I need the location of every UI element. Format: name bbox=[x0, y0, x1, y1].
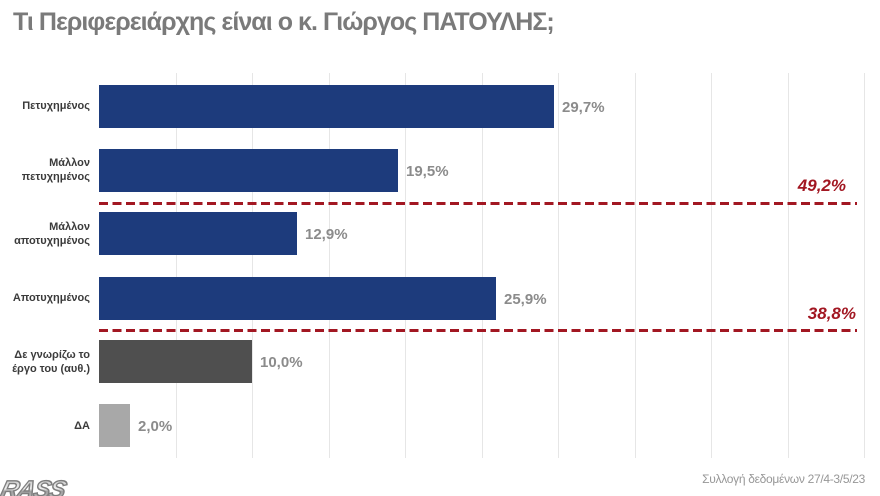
svg-text:RASS: RASS bbox=[0, 476, 69, 496]
